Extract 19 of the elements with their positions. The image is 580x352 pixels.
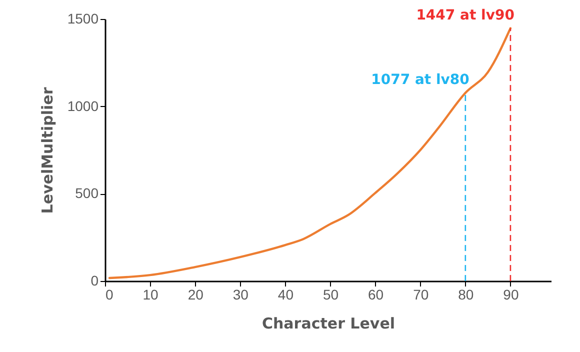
- x-tick-label: 80: [458, 286, 474, 302]
- ref-line-label: 1447 at lv90: [416, 7, 515, 24]
- x-tick-label: 90: [503, 286, 519, 302]
- y-tick-label: 1000: [67, 98, 99, 114]
- x-axis-title: Character Level: [262, 314, 396, 332]
- x-tick-label: 30: [232, 286, 249, 302]
- ref-line-label: 1077 at lv80: [371, 72, 470, 88]
- x-tick-label: 10: [142, 286, 159, 302]
- y-tick-label: 0: [90, 272, 99, 288]
- y-tick-label: 1500: [67, 10, 99, 26]
- line-series: [108, 27, 512, 280]
- x-tick-label: 0: [106, 286, 114, 302]
- x-tick-label: 40: [278, 286, 294, 302]
- y-tick-label: 500: [75, 185, 99, 202]
- x-tick-label: 50: [322, 286, 339, 302]
- x-tick-label: 20: [188, 286, 204, 302]
- y-axis-title: LevelMultiplier: [38, 86, 56, 214]
- x-tick-label: 70: [413, 286, 429, 302]
- x-tick-label: 60: [368, 286, 384, 302]
